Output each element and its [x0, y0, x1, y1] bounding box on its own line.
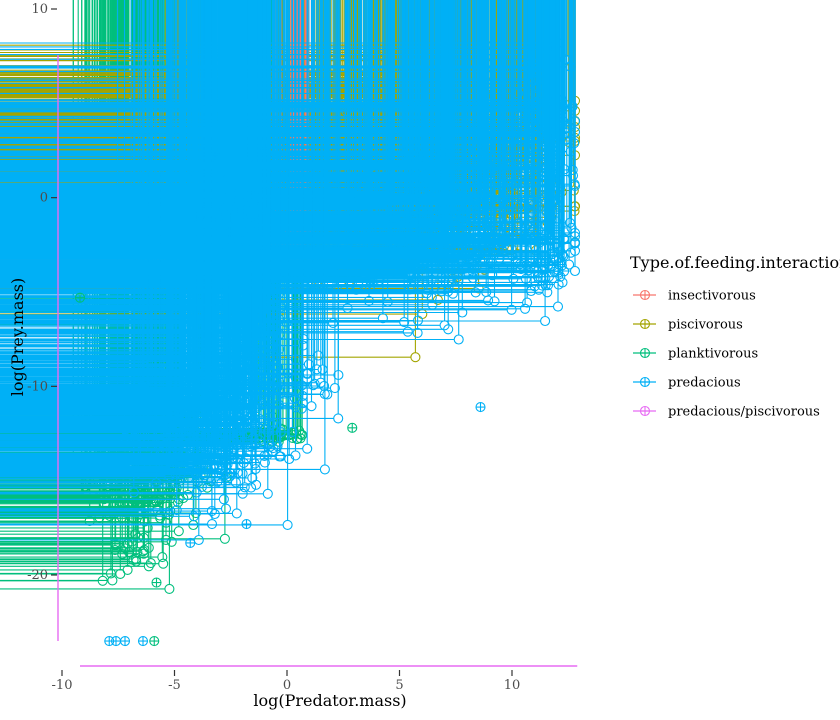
legend-key-marker — [639, 318, 651, 330]
legend-key-marker — [639, 376, 651, 388]
data-point — [119, 635, 131, 647]
data-point — [74, 292, 86, 303]
data-point — [137, 635, 149, 647]
y-tick-label: 10 — [31, 2, 48, 17]
y-tick-label: -10 — [27, 379, 48, 394]
x-tick-label: 10 — [504, 678, 521, 693]
data-point — [185, 537, 196, 548]
x-axis-title: log(Predator.mass) — [253, 691, 406, 710]
legend-item: insectivorous — [633, 289, 756, 304]
legend-label: planktivorous — [668, 347, 758, 362]
y-axis-title: log(Prey.mass) — [8, 278, 27, 397]
legend-item: predacious/piscivorous — [633, 405, 820, 420]
data-point — [104, 635, 115, 647]
legend-item: planktivorous — [633, 347, 758, 362]
legend-item: piscivorous — [633, 318, 743, 333]
y-tick-label: 0 — [40, 191, 48, 206]
legend-label: piscivorous — [668, 318, 743, 333]
legend-key-marker — [639, 405, 651, 417]
legend-title: Type.of.feeding.interaction — [630, 253, 840, 272]
data-point — [347, 422, 358, 433]
series-predacious — [0, 0, 581, 546]
data-point — [209, 151, 221, 162]
data-point — [149, 635, 160, 647]
y-tick-label: -20 — [27, 568, 48, 583]
legend-label: predacious/piscivorous — [668, 405, 820, 420]
x-tick-label: -10 — [52, 678, 73, 693]
legend: Type.of.feeding.interaction insectivorou… — [630, 253, 840, 420]
data-point — [259, 143, 270, 154]
legend-key-marker — [639, 347, 651, 359]
data-point — [151, 577, 162, 588]
legend-label: insectivorous — [668, 289, 756, 304]
data-point — [475, 402, 486, 413]
plot-points — [0, 0, 581, 647]
x-axis: -10 -5 0 5 10 — [52, 670, 521, 693]
data-point — [241, 519, 252, 530]
legend-key-marker — [639, 289, 651, 301]
x-tick-label: -5 — [168, 678, 181, 693]
legend-label: predacious — [668, 376, 741, 391]
legend-item: predacious — [633, 376, 741, 391]
